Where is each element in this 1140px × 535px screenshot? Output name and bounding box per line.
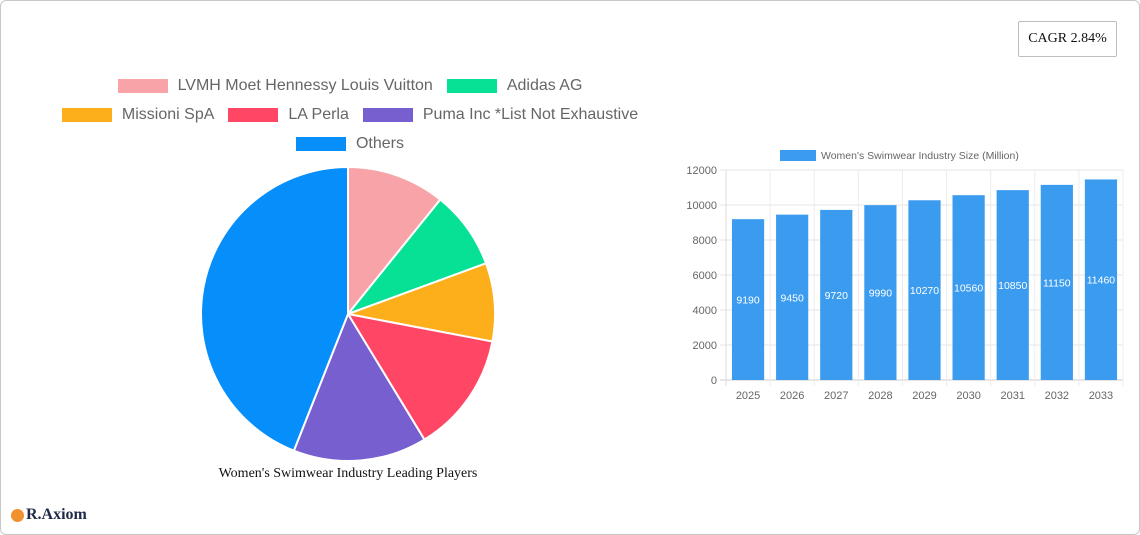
- y-tick-label: 6000: [693, 270, 717, 282]
- x-tick-label: 2031: [1000, 390, 1024, 402]
- bar-value-label: 9190: [736, 295, 760, 307]
- pie-slice[interactable]: [345, 312, 494, 441]
- brand-logo: R.Axiom: [11, 506, 87, 524]
- legend-label: Women's Swimwear Industry Size (Million): [821, 150, 1019, 162]
- bar-value-label: 9990: [869, 288, 893, 300]
- bar-value-label: 11150: [1043, 277, 1071, 289]
- x-tick-label: 2032: [1045, 390, 1069, 402]
- pie-legend-row-1: LVMH Moet Hennessy Louis Vuitton Adidas …: [0, 77, 700, 95]
- y-tick-label: 12000: [686, 165, 717, 177]
- legend-label: LVMH Moet Hennessy Louis Vuitton: [177, 77, 433, 94]
- pie-legend-row-2: Missioni SpA LA Perla Puma Inc *List Not…: [0, 106, 700, 124]
- x-tick-label: 2025: [736, 390, 760, 402]
- x-tick-label: 2030: [956, 390, 980, 402]
- y-tick-label: 10000: [686, 200, 717, 212]
- legend-label: Puma Inc *List Not Exhaustive: [422, 106, 639, 123]
- legend-item-others[interactable]: Others: [295, 135, 404, 153]
- legend-swatch: [362, 108, 413, 122]
- brand-name: R.Axiom: [26, 506, 87, 523]
- x-tick-label: 2029: [912, 390, 936, 402]
- bar-value-label: 10560: [954, 283, 983, 295]
- bar-value-label: 9720: [825, 290, 849, 302]
- bar[interactable]: [820, 209, 853, 380]
- legend-item-la-perla[interactable]: LA Perla: [228, 106, 349, 124]
- pie-slice[interactable]: [200, 165, 349, 452]
- legend-item-adidas[interactable]: Adidas AG: [446, 77, 583, 95]
- bar-value-label: 10270: [910, 285, 939, 297]
- legend-item-puma[interactable]: Puma Inc *List Not Exhaustive: [362, 106, 639, 124]
- bar[interactable]: [731, 219, 765, 380]
- x-tick-label: 2028: [868, 390, 892, 402]
- bar-series: 9190 2025 9450 2026 9720 2027 9990 2028 10270 202…: [731, 179, 1118, 402]
- pie-slice[interactable]: [347, 165, 442, 317]
- legend-item-missioni[interactable]: Missioni SpA: [61, 106, 215, 124]
- legend-label: Missioni SpA: [121, 106, 215, 123]
- legend-swatch: [446, 79, 497, 93]
- pie-chart-title: Women's Swimwear Industry Leading Player…: [218, 466, 478, 481]
- bar-legend[interactable]: Women's Swimwear Industry Size (Million): [780, 150, 1019, 162]
- x-tick-label: 2033: [1089, 390, 1113, 402]
- legend-swatch: [228, 108, 279, 122]
- y-tick-label: 0: [711, 375, 717, 387]
- x-tick-label: 2026: [780, 390, 804, 402]
- bar[interactable]: [952, 195, 985, 380]
- legend-swatch: [780, 150, 816, 161]
- bar-value-label: 11460: [1087, 275, 1116, 287]
- y-tick-label: 8000: [693, 235, 717, 247]
- legend-label: Others: [355, 135, 404, 152]
- bar-value-label: 10850: [998, 280, 1027, 292]
- pie-legend-row-3: Others: [0, 135, 700, 153]
- bar[interactable]: [864, 205, 897, 380]
- y-tick-label: 2000: [693, 340, 717, 352]
- legend-item-lvmh[interactable]: LVMH Moet Hennessy Louis Vuitton: [117, 77, 433, 95]
- bar[interactable]: [1040, 184, 1073, 380]
- bar[interactable]: [1084, 179, 1118, 380]
- bar[interactable]: [776, 214, 809, 380]
- chart-badge-icon: [11, 508, 24, 522]
- legend-swatch: [117, 79, 168, 93]
- y-tick-label: 4000: [693, 305, 717, 317]
- bar[interactable]: [908, 200, 941, 380]
- cagr-badge: CAGR 2.84%: [1018, 21, 1117, 57]
- bar-chart: Women's Swimwear Industry Size (Million)…: [680, 140, 1130, 415]
- legend-label: Adidas AG: [506, 77, 583, 94]
- legend-swatch: [295, 137, 346, 151]
- bar[interactable]: [996, 190, 1029, 380]
- pie-slice[interactable]: [292, 311, 426, 462]
- bar-value-label: 9450: [780, 292, 804, 304]
- legend-label: LA Perla: [288, 106, 349, 123]
- legend-swatch: [61, 108, 112, 122]
- x-tick-label: 2027: [824, 390, 848, 402]
- pie-chart: [198, 164, 498, 469]
